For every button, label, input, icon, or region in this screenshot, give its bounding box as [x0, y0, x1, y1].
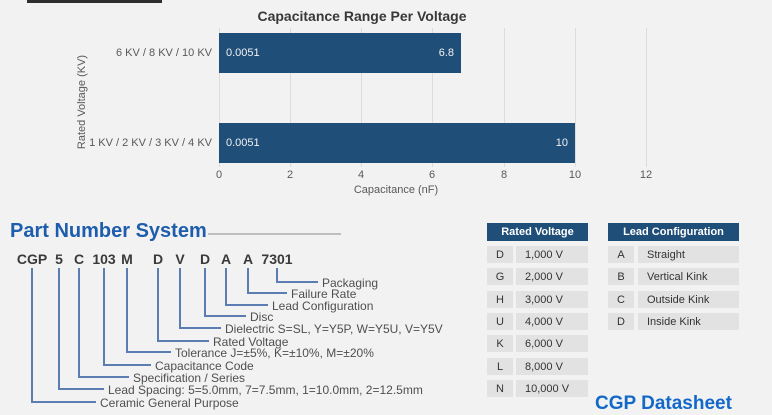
- x-axis-title: Capacitance (nF): [353, 184, 439, 196]
- cgp-datasheet-link[interactable]: CGP Datasheet: [595, 393, 732, 414]
- lead-config-code: D: [608, 313, 634, 330]
- heading-underline: [208, 233, 341, 235]
- lead-config-code: A: [608, 246, 634, 263]
- pn-label-dielectric: Dielectric S=SL, Y=Y5P, W=Y5U, V=Y5V: [225, 322, 443, 336]
- rated-voltage-value: 8,000 V: [516, 358, 588, 375]
- lead-config-code: B: [608, 268, 634, 285]
- pn-label-failure-rate: Failure Rate: [291, 287, 357, 301]
- bar-min-value: 0.0051: [226, 47, 260, 59]
- connector-line: [58, 388, 104, 390]
- x-tick: 10: [568, 169, 582, 181]
- x-tick: 4: [357, 169, 365, 181]
- connector-line: [103, 364, 151, 366]
- connector-line: [179, 268, 181, 329]
- gridline: [432, 28, 433, 167]
- rated-voltage-code: L: [487, 358, 513, 375]
- connector-line: [126, 268, 128, 353]
- x-tick: 6: [428, 169, 436, 181]
- connector-line: [247, 268, 249, 294]
- pn-label-disc: Disc: [250, 310, 274, 324]
- connector-line: [157, 268, 159, 342]
- lead-config-value: Straight: [638, 246, 739, 263]
- gridline: [361, 28, 362, 167]
- connector-line: [31, 401, 96, 403]
- lead-config-value: Inside Kink: [638, 313, 739, 330]
- lead-config-code: C: [608, 291, 634, 308]
- lead-configuration-table-header: Lead Configuration: [608, 223, 739, 241]
- rated-voltage-code: G: [487, 268, 513, 285]
- rated-voltage-code: N: [487, 380, 513, 397]
- pn-label-specification: Specification / Series: [133, 371, 246, 385]
- pn-code-d1: D: [152, 251, 164, 267]
- x-tick: 8: [500, 169, 508, 181]
- rated-voltage-value: 1,000 V: [516, 246, 588, 263]
- pn-label-tolerance: Tolerance J=±5%, K=±10%, M=±20%: [175, 346, 374, 360]
- connector-line: [225, 304, 268, 306]
- pn-code-cgp: CGP: [16, 251, 48, 267]
- part-number-system-heading: Part Number System: [10, 220, 207, 242]
- connector-line: [204, 315, 246, 317]
- connector-line: [103, 268, 105, 366]
- bar-6kv-8kv-10kv: 0.0051 6.8: [219, 33, 461, 73]
- connector-line: [78, 268, 80, 378]
- cropped-top-bar: [27, 0, 162, 3]
- gridline: [504, 28, 505, 167]
- connector-line: [58, 268, 60, 390]
- gridline: [575, 28, 576, 167]
- pn-code-5: 5: [55, 251, 63, 267]
- connector-line: [247, 292, 287, 294]
- pn-label-lead-spacing: Lead Spacing: 5=5.0mm, 7=7.5mm, 1=10.0mm…: [108, 383, 423, 397]
- rated-voltage-value: 3,000 V: [516, 291, 588, 308]
- x-tick: 0: [215, 169, 223, 181]
- connector-line: [276, 281, 318, 283]
- pn-code-7301: 7301: [261, 251, 293, 267]
- pn-code-a2: A: [242, 251, 254, 267]
- rated-voltage-table-header: Rated Voltage: [487, 223, 588, 241]
- lead-config-value: Vertical Kink: [638, 268, 739, 285]
- pn-code-m: M: [121, 251, 133, 267]
- connector-line: [204, 268, 206, 317]
- pn-label-lead-configuration: Lead Configuration: [272, 299, 374, 313]
- rated-voltage-value: 2,000 V: [516, 268, 588, 285]
- pn-code-a1: A: [220, 251, 232, 267]
- connector-line: [276, 268, 278, 283]
- pn-code-103: 103: [92, 251, 116, 267]
- rated-voltage-value: 6,000 V: [516, 335, 588, 352]
- gridline: [219, 28, 220, 167]
- bar-1kv-2kv-3kv-4kv: 0.0051 10: [219, 123, 575, 163]
- rated-voltage-value: 4,000 V: [516, 313, 588, 330]
- bar-max-value: 10: [555, 137, 568, 149]
- pn-label-rated-voltage: Rated Voltage: [213, 335, 289, 349]
- rated-voltage-code: K: [487, 335, 513, 352]
- connector-line: [78, 376, 129, 378]
- gridline: [290, 28, 291, 167]
- pn-code-d2: D: [199, 251, 211, 267]
- category-label-high-voltage: 6 KV / 8 KV / 10 KV: [116, 47, 212, 59]
- rated-voltage-code: H: [487, 291, 513, 308]
- rated-voltage-code: D: [487, 246, 513, 263]
- y-axis-title: Rated Voltage (KV): [76, 54, 88, 150]
- connector-line: [179, 327, 221, 329]
- rated-voltage-code: U: [487, 313, 513, 330]
- gridline: [646, 28, 647, 167]
- connector-line: [126, 351, 171, 353]
- pn-code-c: C: [73, 251, 85, 267]
- bar-min-value: 0.0051: [226, 137, 260, 149]
- pn-label-ceramic-general-purpose: Ceramic General Purpose: [100, 396, 239, 410]
- x-tick: 12: [639, 169, 653, 181]
- connector-line: [31, 268, 33, 403]
- rated-voltage-value: 10,000 V: [516, 380, 588, 397]
- bar-max-value: 6.8: [438, 47, 454, 59]
- chart-title: Capacitance Range Per Voltage: [257, 8, 467, 24]
- category-label-low-voltage: 1 KV / 2 KV / 3 KV / 4 KV: [89, 137, 212, 149]
- connector-line: [157, 340, 209, 342]
- x-tick: 2: [286, 169, 294, 181]
- pn-label-packaging: Packaging: [322, 276, 379, 290]
- pn-label-capacitance-code: Capacitance Code: [155, 359, 254, 373]
- connector-line: [225, 268, 227, 306]
- pn-code-v: V: [175, 251, 185, 267]
- lead-config-value: Outside Kink: [638, 291, 739, 308]
